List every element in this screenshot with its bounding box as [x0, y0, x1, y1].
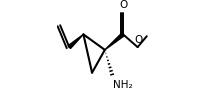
- Polygon shape: [105, 33, 124, 50]
- Text: O: O: [119, 0, 128, 10]
- Text: NH₂: NH₂: [114, 80, 133, 90]
- Polygon shape: [68, 34, 83, 48]
- Text: O: O: [134, 35, 142, 45]
